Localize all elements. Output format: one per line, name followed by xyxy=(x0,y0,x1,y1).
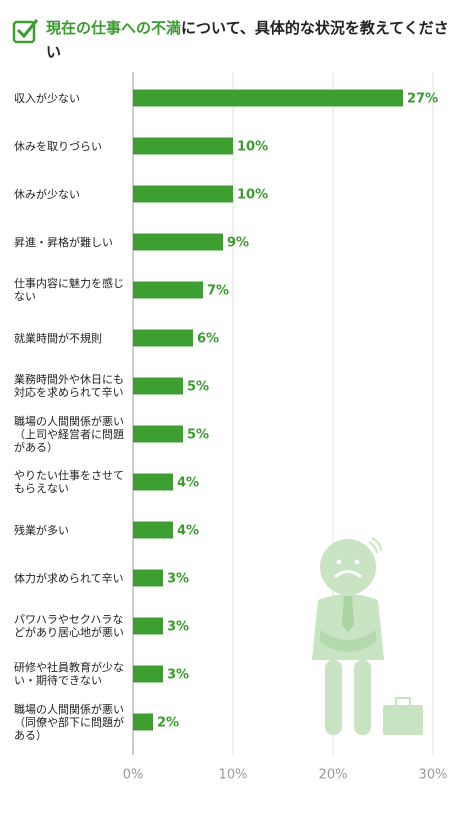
value-label: 6% xyxy=(197,332,219,347)
bar xyxy=(133,377,183,395)
x-tick-label: 20% xyxy=(319,768,348,783)
y-tick-label: やりたい仕事をさせてもらえない xyxy=(14,469,124,495)
y-tick-label: 業務時間外や休日にも対応を求められて辛い xyxy=(14,373,124,399)
bar xyxy=(133,185,233,203)
value-label: 10% xyxy=(237,188,268,203)
y-tick-label: 残業が多い xyxy=(14,523,69,537)
value-label: 2% xyxy=(157,716,179,731)
bar xyxy=(133,329,193,347)
value-label: 9% xyxy=(227,236,249,251)
bar xyxy=(133,137,233,155)
value-label: 27% xyxy=(407,92,438,107)
x-tick-label: 30% xyxy=(419,768,448,783)
y-tick-label: 職場の人間関係が悪い（同僚や部下に問題がある） xyxy=(14,702,124,742)
bar xyxy=(133,89,403,107)
y-tick-label: 職場の人間関係が悪い（上司や経営者に問題がある） xyxy=(14,414,124,454)
bar xyxy=(133,521,173,539)
value-label: 3% xyxy=(167,620,189,635)
bar xyxy=(133,665,163,683)
value-label: 7% xyxy=(207,284,229,299)
grid xyxy=(132,72,434,755)
bar xyxy=(133,617,163,635)
illustration xyxy=(312,537,423,735)
y-tick-label: 休みが少ない xyxy=(14,187,80,201)
title-rest: について、具体的な状況を教えてください xyxy=(46,19,449,61)
value-label: 3% xyxy=(167,668,189,683)
y-tick-label: 収入が少ない xyxy=(14,91,80,105)
value-label: 5% xyxy=(187,428,209,443)
y-tick-label: 就業時間が不規則 xyxy=(14,331,102,345)
check-icon xyxy=(12,19,39,44)
value-label: 4% xyxy=(177,476,199,491)
title-highlight: 現在の仕事への不満 xyxy=(46,19,182,37)
y-tick-label: 仕事内容に魅力を感じない xyxy=(14,277,124,303)
x-tick-label: 10% xyxy=(219,768,248,783)
value-label: 10% xyxy=(237,140,268,155)
bar xyxy=(133,425,183,443)
chart-title: 現在の仕事への不満について、具体的な状況を教えてください xyxy=(46,16,456,64)
y-tick-label: 体力が求められて辛い xyxy=(14,571,124,585)
y-tick-label: 昇進・昇格が難しい xyxy=(14,235,113,249)
value-label: 3% xyxy=(167,572,189,587)
y-tick-label: 研修や社員教育が少ない・期待できない xyxy=(14,661,124,687)
y-tick-label: 休みを取りづらい xyxy=(14,139,102,153)
bar xyxy=(133,473,173,491)
bar xyxy=(133,233,223,251)
value-label: 4% xyxy=(177,524,199,539)
bar xyxy=(133,569,163,587)
value-label: 5% xyxy=(187,380,209,395)
x-tick-label: 0% xyxy=(123,768,144,783)
bar xyxy=(133,713,153,731)
y-tick-label: パワハラやセクハラなどがあり居心地が悪い xyxy=(14,613,124,639)
bar xyxy=(133,281,203,299)
